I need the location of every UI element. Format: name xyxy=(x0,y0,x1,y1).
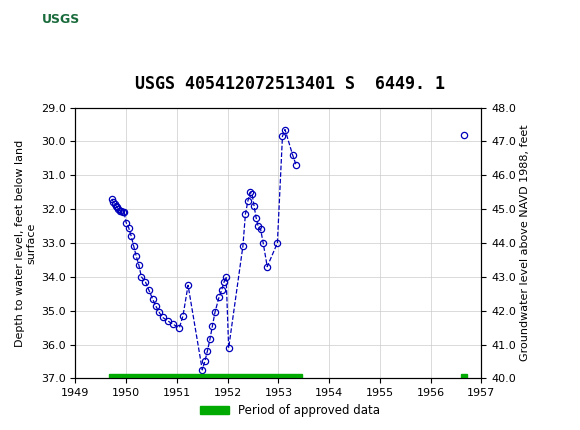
Y-axis label: Groundwater level above NAVD 1988, feet: Groundwater level above NAVD 1988, feet xyxy=(520,125,530,361)
Text: USGS 405412072513401 S  6449. 1: USGS 405412072513401 S 6449. 1 xyxy=(135,75,445,93)
Text: ≡USGS: ≡USGS xyxy=(3,10,74,28)
Bar xyxy=(109,375,302,382)
Bar xyxy=(461,375,467,382)
Bar xyxy=(3,3,78,36)
Text: USGS: USGS xyxy=(42,13,80,26)
Legend: Period of approved data: Period of approved data xyxy=(195,399,385,422)
Y-axis label: Depth to water level, feet below land
surface: Depth to water level, feet below land su… xyxy=(15,139,37,347)
